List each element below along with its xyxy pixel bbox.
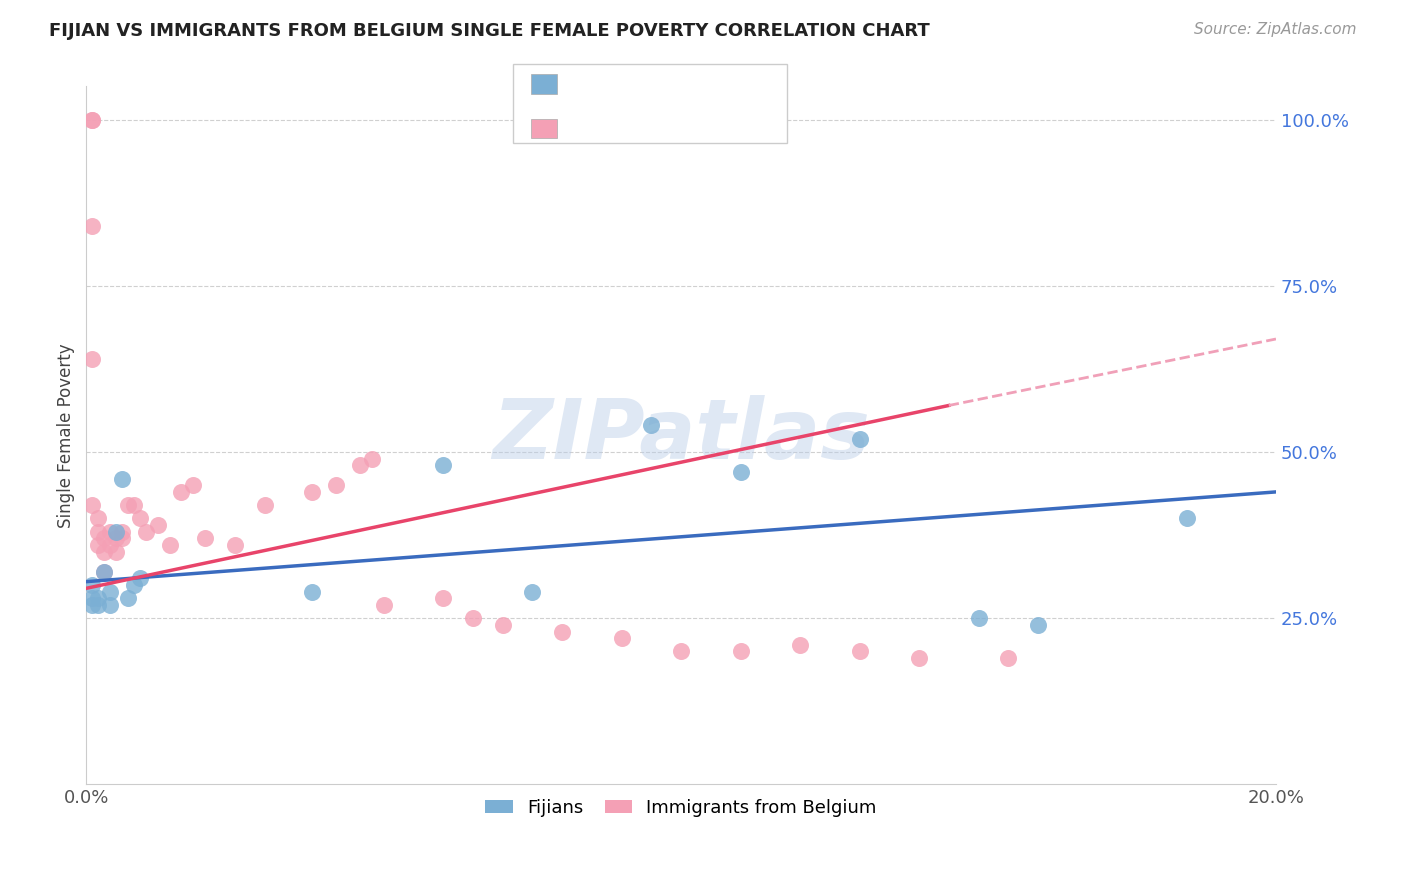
Point	[93, 565, 115, 579]
Point	[730, 644, 752, 658]
Point	[82, 112, 104, 127]
Point	[117, 498, 139, 512]
Text: ZIPatlas: ZIPatlas	[492, 395, 870, 476]
Point	[82, 351, 104, 366]
Point	[82, 219, 104, 233]
Point	[253, 498, 276, 512]
Text: 0.179: 0.179	[610, 120, 672, 139]
Point	[82, 578, 104, 592]
Point	[610, 631, 633, 645]
Point	[87, 524, 110, 539]
Point	[87, 598, 110, 612]
Point	[117, 591, 139, 606]
Point	[128, 571, 150, 585]
Point	[789, 638, 811, 652]
Point	[432, 458, 454, 473]
Point	[82, 498, 104, 512]
Point	[194, 532, 217, 546]
Text: N =: N =	[673, 75, 710, 95]
Point	[159, 538, 181, 552]
Text: 22: 22	[713, 75, 740, 95]
Y-axis label: Single Female Poverty: Single Female Poverty	[58, 343, 75, 528]
Point	[432, 591, 454, 606]
Text: FIJIAN VS IMMIGRANTS FROM BELGIUM SINGLE FEMALE POVERTY CORRELATION CHART: FIJIAN VS IMMIGRANTS FROM BELGIUM SINGLE…	[49, 22, 929, 40]
Point	[105, 524, 128, 539]
Point	[128, 511, 150, 525]
Point	[492, 618, 515, 632]
Point	[997, 651, 1019, 665]
Point	[640, 418, 662, 433]
Point	[551, 624, 574, 639]
Point	[1026, 618, 1049, 632]
Point	[82, 591, 104, 606]
Point	[301, 484, 323, 499]
Point	[730, 465, 752, 479]
Text: N =: N =	[673, 120, 710, 139]
Point	[848, 644, 870, 658]
Point	[82, 112, 104, 127]
Point	[98, 584, 121, 599]
Point	[98, 524, 121, 539]
Point	[93, 532, 115, 546]
Point	[105, 545, 128, 559]
Point	[967, 611, 990, 625]
Point	[183, 478, 205, 492]
Point	[87, 538, 110, 552]
Point	[325, 478, 347, 492]
Text: Source: ZipAtlas.com: Source: ZipAtlas.com	[1194, 22, 1357, 37]
Point	[122, 578, 145, 592]
Legend: Fijians, Immigrants from Belgium: Fijians, Immigrants from Belgium	[478, 792, 884, 824]
Point	[522, 584, 544, 599]
Point	[105, 532, 128, 546]
Point	[301, 584, 323, 599]
Text: 0.239: 0.239	[610, 75, 672, 95]
Point	[98, 598, 121, 612]
Point	[1175, 511, 1198, 525]
Point	[908, 651, 931, 665]
Text: 44: 44	[713, 120, 740, 139]
Text: R =: R =	[568, 75, 605, 95]
Point	[170, 484, 193, 499]
Point	[111, 472, 134, 486]
Point	[87, 591, 110, 606]
Point	[224, 538, 246, 552]
Point	[98, 538, 121, 552]
Point	[93, 565, 115, 579]
Point	[669, 644, 692, 658]
Point	[135, 524, 157, 539]
Point	[848, 432, 870, 446]
Point	[93, 545, 115, 559]
Point	[349, 458, 371, 473]
Point	[122, 498, 145, 512]
Point	[87, 511, 110, 525]
Point	[146, 518, 169, 533]
Point	[82, 598, 104, 612]
Point	[360, 451, 382, 466]
Text: R =: R =	[568, 120, 605, 139]
Point	[111, 532, 134, 546]
Point	[373, 598, 395, 612]
Point	[111, 524, 134, 539]
Point	[461, 611, 484, 625]
